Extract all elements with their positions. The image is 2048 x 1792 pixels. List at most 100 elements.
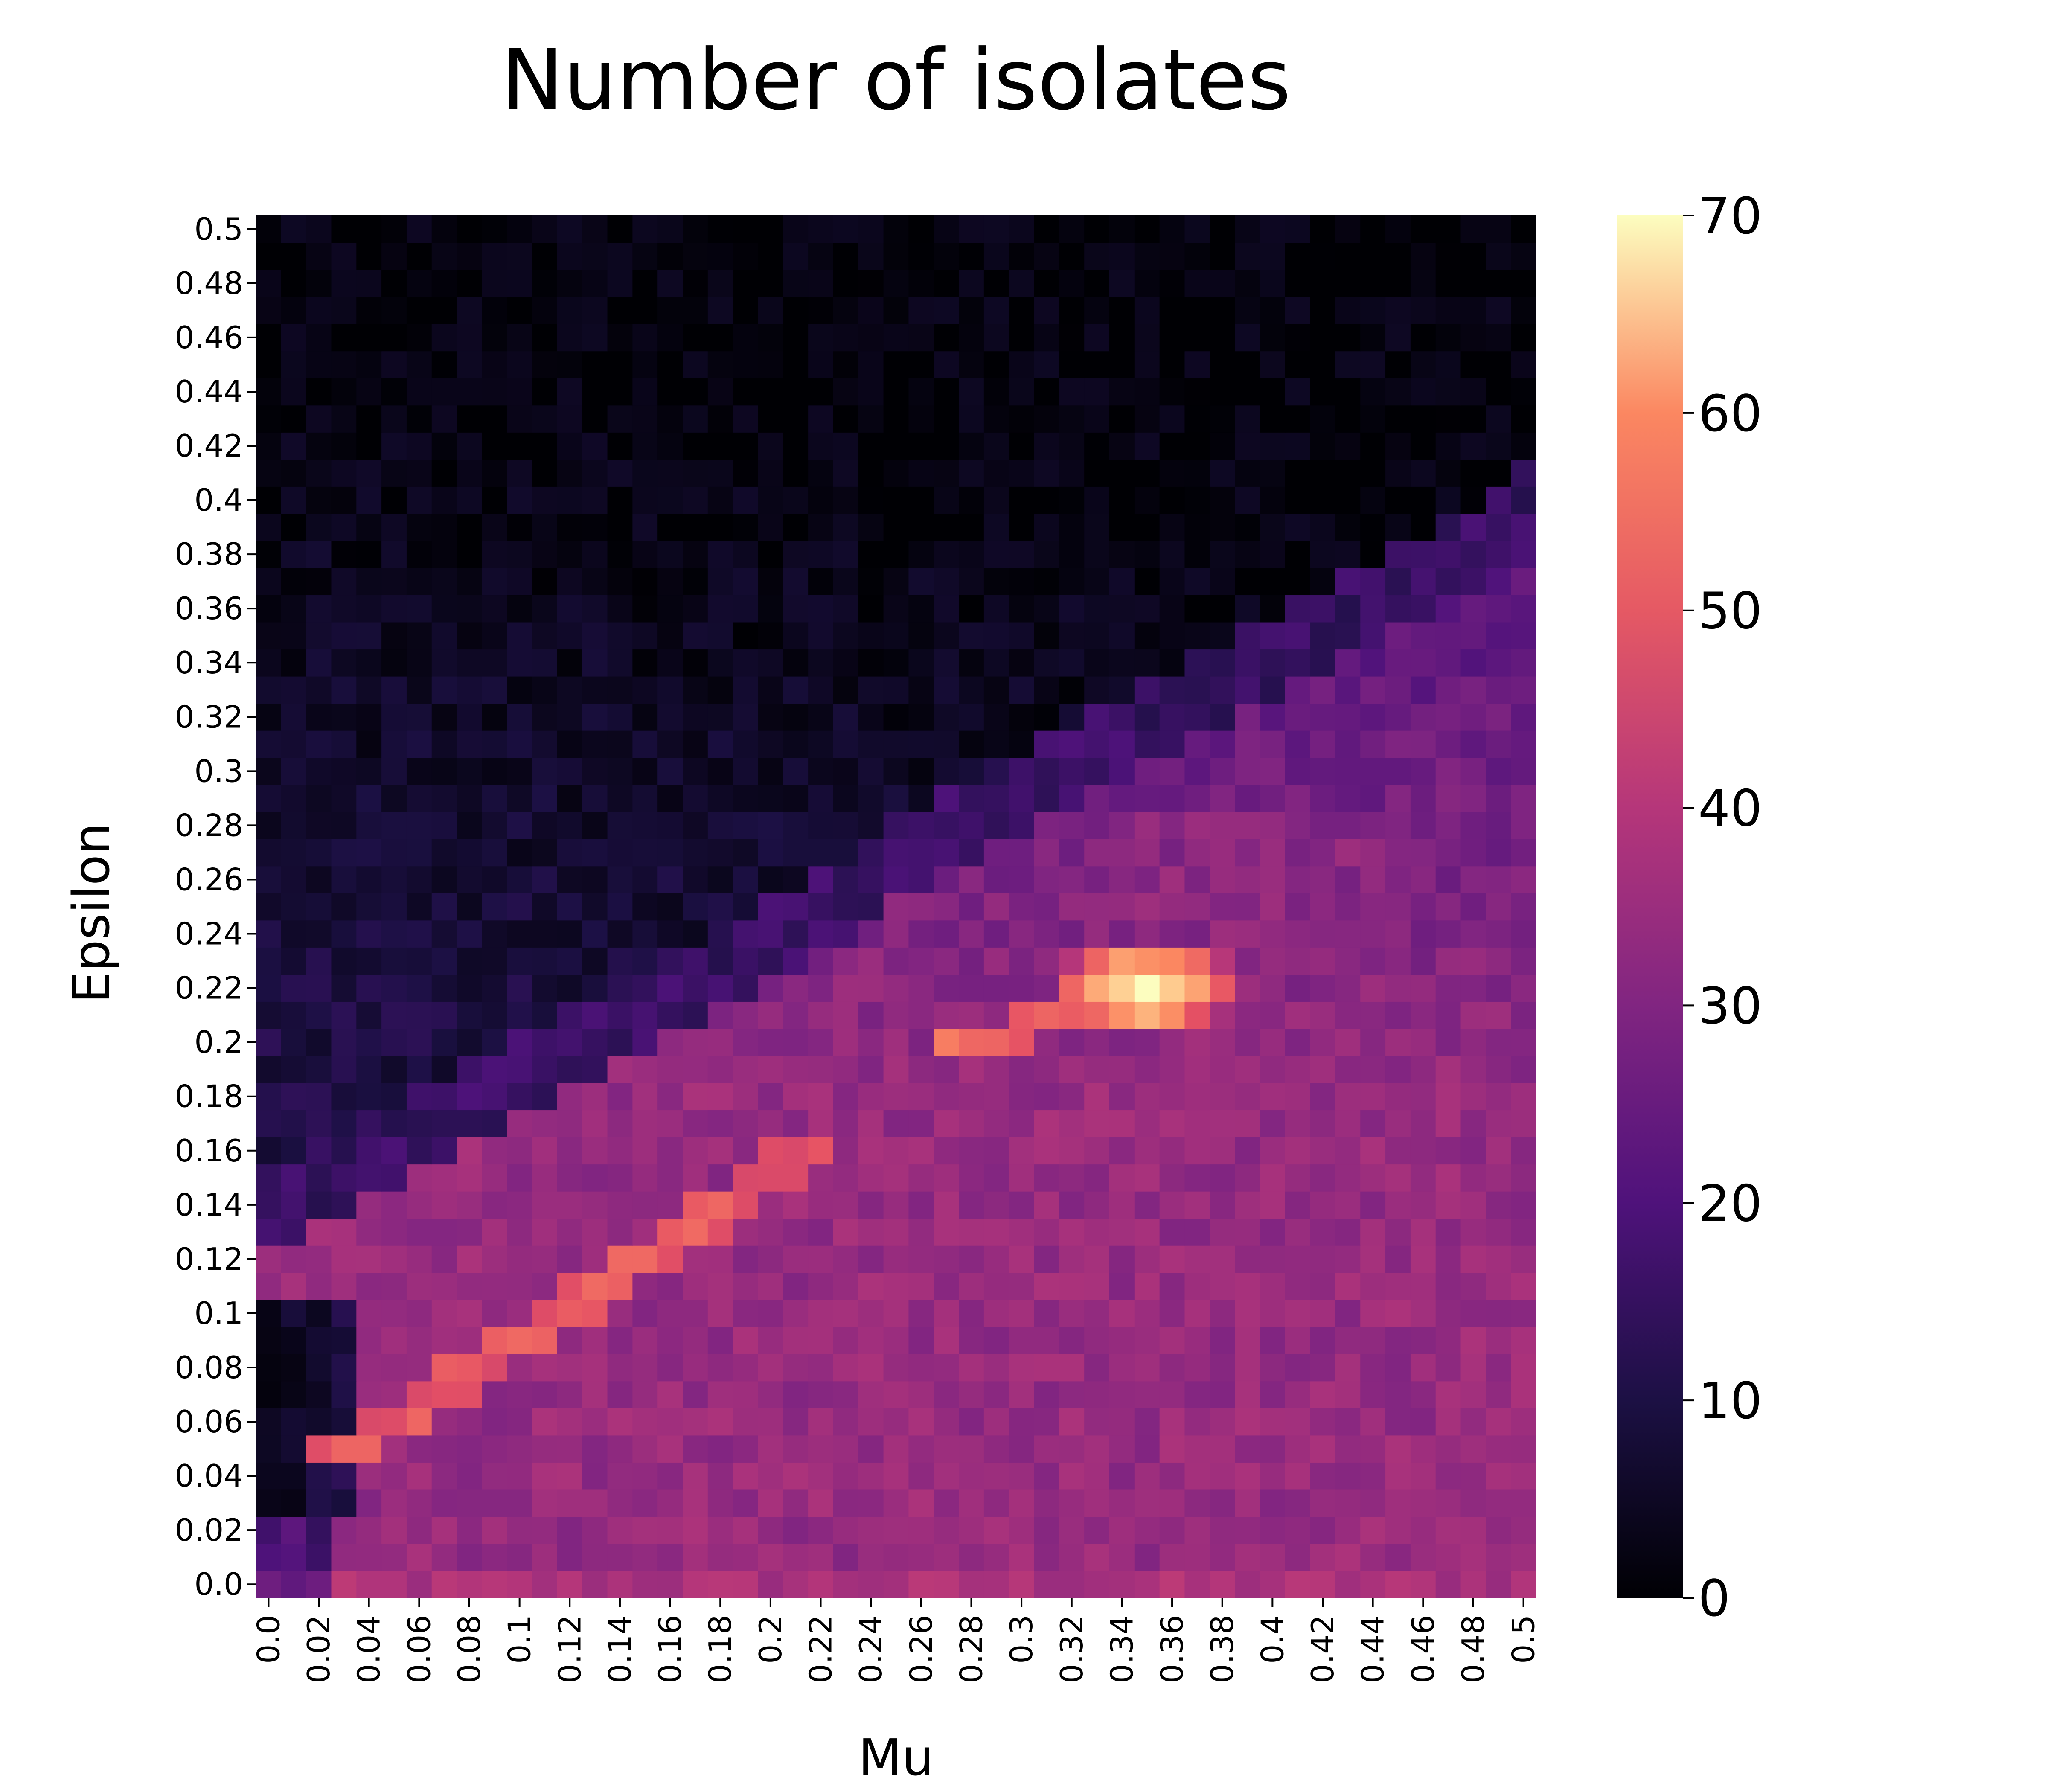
heatmap-cell [356, 893, 382, 921]
heatmap-cell [883, 486, 909, 514]
heatmap-cell [1310, 893, 1336, 921]
heatmap-cell [431, 893, 457, 921]
heatmap-cell [1310, 1191, 1336, 1219]
heatmap-cell [1034, 270, 1059, 297]
heatmap-cell [959, 1218, 984, 1246]
heatmap-cell [1134, 1462, 1160, 1490]
heatmap-cell [482, 676, 507, 704]
heatmap-cell [632, 1408, 658, 1436]
heatmap-cell [833, 1028, 859, 1056]
heatmap-cell [1435, 1272, 1461, 1300]
heatmap-cell [1460, 866, 1486, 893]
heatmap-cell [733, 1110, 759, 1137]
heatmap-cell [1486, 1245, 1511, 1273]
heatmap-cell [381, 785, 407, 812]
heatmap-cell [858, 812, 884, 839]
heatmap-cell [707, 567, 733, 596]
heatmap-cell [1009, 730, 1035, 758]
colorbar-tick-label: 40 [1698, 779, 1762, 838]
heatmap-cell [532, 1082, 558, 1111]
heatmap-cell [582, 1245, 608, 1273]
heatmap-cell [1009, 378, 1035, 406]
heatmap-cell [1310, 1543, 1336, 1571]
heatmap-cell [532, 1408, 558, 1436]
heatmap-cell [632, 324, 658, 352]
heatmap-cell [306, 893, 332, 921]
heatmap-cell [1159, 920, 1185, 948]
heatmap-cell [683, 812, 708, 839]
heatmap-cell [607, 297, 633, 324]
heatmap-cell [683, 676, 708, 704]
heatmap-cell [582, 270, 608, 297]
heatmap-cell [306, 541, 332, 568]
heatmap-cell [657, 785, 683, 812]
heatmap-cell [934, 730, 959, 758]
heatmap-cell [983, 242, 1009, 270]
heatmap-cell [833, 541, 859, 568]
heatmap-cell [1134, 1218, 1160, 1246]
heatmap-cell [783, 459, 809, 487]
heatmap-cell [381, 351, 407, 378]
heatmap-cell [356, 1082, 382, 1111]
heatmap-cell [1260, 324, 1286, 352]
heatmap-cell [356, 1408, 382, 1436]
heatmap-cell [457, 920, 483, 948]
heatmap-cell [707, 785, 733, 812]
heatmap-cell [256, 866, 282, 893]
heatmap-cell [934, 947, 959, 975]
heatmap-cell [507, 920, 532, 948]
heatmap-cell [1310, 324, 1336, 352]
heatmap-cell [858, 242, 884, 270]
heatmap-cell [783, 1028, 809, 1056]
heatmap-cell [507, 1272, 532, 1300]
heatmap-cell [657, 676, 683, 704]
heatmap-cell [1059, 839, 1085, 867]
heatmap-cell [1260, 215, 1286, 243]
heatmap-cell [1260, 1489, 1286, 1517]
heatmap-cell [1310, 1381, 1336, 1408]
heatmap-cell [1210, 378, 1235, 406]
heatmap-cell [507, 297, 532, 324]
heatmap-cell [431, 1137, 457, 1165]
heatmap-cell [1511, 513, 1536, 541]
heatmap-cell [1210, 1327, 1235, 1354]
heatmap-cell [959, 1354, 984, 1382]
heatmap-cell [1184, 1056, 1210, 1083]
heatmap-cell [1034, 1028, 1059, 1056]
heatmap-cell [908, 1543, 934, 1571]
heatmap-cell [1084, 378, 1110, 406]
heatmap-cell [983, 920, 1009, 948]
heatmap-cell [1184, 541, 1210, 568]
heatmap-cell [482, 1408, 507, 1436]
heatmap-cell [1385, 839, 1411, 867]
heatmap-cell [256, 1137, 282, 1165]
heatmap-cell [808, 785, 834, 812]
heatmap-cell [1034, 486, 1059, 514]
heatmap-cell [683, 1191, 708, 1219]
heatmap-cell [1034, 324, 1059, 352]
heatmap-cell [783, 1408, 809, 1436]
heatmap-cell [1134, 1028, 1160, 1056]
heatmap-cell [381, 974, 407, 1002]
heatmap-cell [1435, 378, 1461, 406]
heatmap-cell [1410, 459, 1436, 487]
heatmap-cell [858, 649, 884, 677]
heatmap-cell [1210, 703, 1235, 731]
heatmap-cell [306, 567, 332, 596]
heatmap-cell [1184, 567, 1210, 596]
heatmap-cell [1034, 1218, 1059, 1246]
heatmap-cell [833, 622, 859, 650]
heatmap-cell [1210, 486, 1235, 514]
heatmap-cell [406, 1218, 432, 1246]
heatmap-cell [632, 1571, 658, 1598]
heatmap-cell [1486, 541, 1511, 568]
heatmap-cell [1335, 1462, 1361, 1490]
heatmap-cell [1435, 1028, 1461, 1056]
heatmap-cell [959, 1489, 984, 1517]
heatmap-cell [607, 1056, 633, 1083]
heatmap-cell [582, 1191, 608, 1219]
heatmap-cell [507, 1408, 532, 1436]
heatmap-cell [406, 1327, 432, 1354]
heatmap-cell [1360, 1028, 1386, 1056]
heatmap-cell [281, 1571, 307, 1598]
